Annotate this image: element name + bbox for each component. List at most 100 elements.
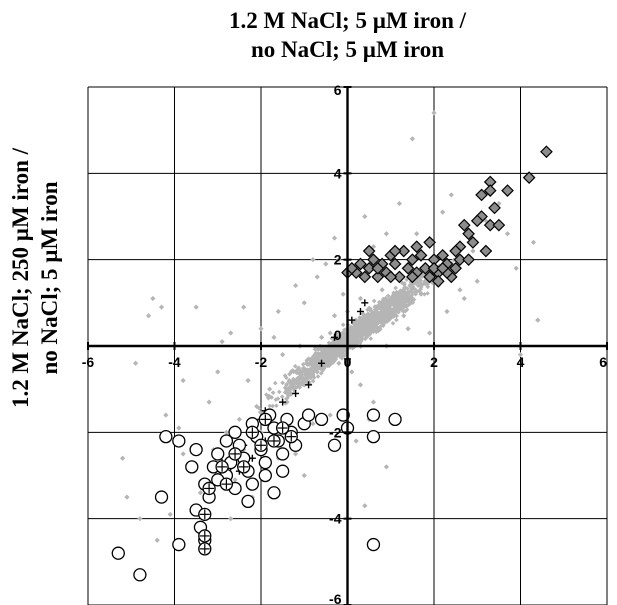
y-tick-label: 4 <box>334 165 342 181</box>
gray-diamond-point <box>357 295 364 302</box>
cloud-point <box>326 363 332 369</box>
plus-marker <box>305 381 313 389</box>
diamond-marker <box>540 145 553 159</box>
cloud-point <box>396 297 402 302</box>
chart-title-line-2: no NaCl; 5 µM iron <box>251 37 444 62</box>
cloud-point <box>340 349 345 355</box>
circle-plus-marker <box>198 507 212 521</box>
gray-diamond-point <box>331 313 338 319</box>
diamond-marker <box>367 253 380 267</box>
cloud-point <box>318 353 324 358</box>
x-tick-label: -2 <box>255 354 268 370</box>
y-tick-label: -2 <box>329 424 342 440</box>
gray-diamond-point <box>314 274 320 280</box>
cloud-point <box>386 313 391 319</box>
x-tick-label: 4 <box>517 354 525 370</box>
plus-marker <box>292 389 300 397</box>
cloud-point <box>286 379 292 384</box>
gray-diamond-point <box>267 386 273 392</box>
cloud-point <box>288 382 294 387</box>
cloud-point <box>399 304 405 310</box>
gray-diamond-point <box>457 287 463 293</box>
cloud-point <box>430 280 435 286</box>
diamond-marker <box>362 261 376 275</box>
cloud-point <box>309 358 315 364</box>
cloud-point <box>304 367 309 373</box>
tick-labels: -6 -4 -2 0 2 4 6 6 4 2 -2 -4 -6 0 <box>82 82 607 605</box>
gray-diamond-point <box>530 239 537 245</box>
cloud-point <box>296 371 302 377</box>
cloud-point <box>315 347 320 352</box>
circle-plus-marker <box>202 481 216 496</box>
cloud-point <box>380 301 385 306</box>
cloud-point <box>367 332 372 337</box>
cloud-point <box>269 395 274 400</box>
cloud-point <box>264 392 269 398</box>
diamond-marker <box>462 253 475 267</box>
cloud-point <box>353 317 359 323</box>
cloud-point <box>406 290 411 296</box>
gray-diamond-point <box>132 360 139 366</box>
cloud-point <box>425 284 431 290</box>
gray-diamond-point <box>340 291 346 297</box>
gray-diamond-point <box>401 313 407 319</box>
cloud-point <box>326 345 332 350</box>
cloud-point <box>361 313 367 318</box>
cloud-point <box>376 312 381 317</box>
cloud-point <box>398 288 403 293</box>
diamond-marker <box>457 218 471 232</box>
cloud-point <box>309 366 315 372</box>
cloud-point <box>371 326 377 332</box>
cloud-point <box>391 292 396 298</box>
gray-diamond-point <box>353 438 359 444</box>
cloud-point <box>330 359 335 365</box>
diamond-marker <box>479 244 493 258</box>
cloud-point <box>357 318 363 324</box>
cloud-point <box>313 350 319 356</box>
cloud-point <box>372 320 378 326</box>
gray-diamond-point <box>301 382 307 388</box>
cloud-point <box>300 369 305 374</box>
gray-diamond-point <box>120 455 126 461</box>
background-points <box>120 110 541 552</box>
circle-plus-marker <box>275 421 290 435</box>
gray-diamond-point <box>310 257 316 263</box>
gray-diamond-point <box>271 334 277 340</box>
cloud-point <box>396 309 401 314</box>
gray-diamond-point <box>440 209 446 215</box>
cloud-point <box>270 390 276 395</box>
gray-diamond-point <box>409 136 415 142</box>
cloud-point <box>339 352 344 358</box>
gray-diamond-point <box>409 295 415 302</box>
cloud-point <box>361 324 366 330</box>
cloud-point <box>374 309 380 314</box>
cloud-point <box>368 306 373 312</box>
gray-diamond-point <box>353 334 359 340</box>
gray-diamond-point <box>293 451 299 457</box>
diamond-marker <box>423 270 437 284</box>
gray-diamond-point <box>310 421 316 427</box>
chart-title-line-1: 1.2 M NaCl; 5 µM iron / <box>228 8 467 33</box>
cloud-point <box>359 329 365 334</box>
cloud-point <box>347 338 353 343</box>
cloud-point <box>357 340 363 346</box>
gray-diamond-point <box>232 477 238 483</box>
cloud-point <box>287 371 292 377</box>
circle-marker <box>133 568 147 582</box>
cloud-point <box>342 327 347 333</box>
cloud-point <box>273 397 279 402</box>
cloud-point <box>410 290 415 295</box>
circle-plus-marker <box>284 429 298 444</box>
cloud-point <box>282 385 288 391</box>
circle-marker <box>258 468 272 483</box>
cloud-point <box>321 349 327 355</box>
diamond-marker <box>483 184 497 197</box>
cloud-point <box>412 278 418 284</box>
gray-diamond-point <box>293 282 299 289</box>
cloud-point <box>352 330 357 336</box>
cloud-point <box>397 289 402 295</box>
circle-plus-marker <box>267 434 281 448</box>
diamond-marker <box>397 244 411 258</box>
cloud-point <box>381 309 387 315</box>
cloud-point <box>402 308 408 314</box>
